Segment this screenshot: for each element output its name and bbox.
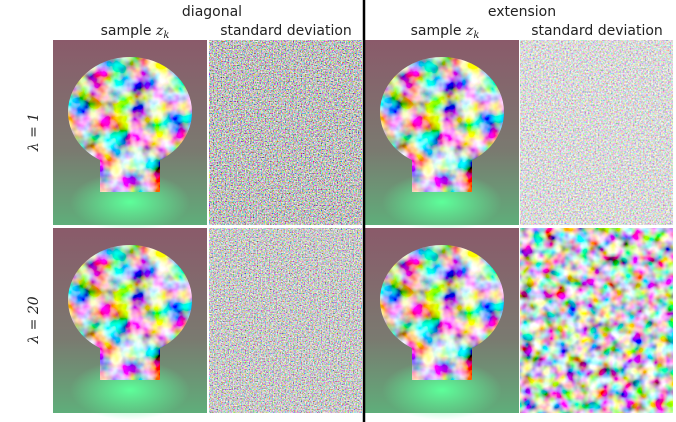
std-image — [520, 40, 673, 225]
column-label: sample zk — [411, 23, 480, 41]
row-label: λ = 20 — [26, 296, 42, 344]
column-label: sample zk — [101, 23, 170, 41]
row-label: λ = 1 — [26, 113, 42, 152]
group-title: diagonal — [182, 4, 242, 20]
sample-image — [53, 40, 207, 232]
subscript: k — [163, 30, 169, 41]
column-label: standard deviation — [220, 23, 352, 39]
label: sample — [411, 23, 462, 39]
variable: z — [155, 23, 164, 39]
std-image — [209, 228, 362, 413]
column-label: standard deviation — [531, 23, 663, 39]
variable: z — [465, 23, 474, 39]
std-image — [519, 227, 674, 414]
sample-image — [365, 40, 519, 232]
subscript: k — [473, 30, 479, 41]
sample-image — [365, 228, 519, 420]
group-title: extension — [488, 4, 556, 20]
label: sample — [101, 23, 152, 39]
std-image — [209, 40, 362, 225]
sample-image — [53, 228, 207, 420]
